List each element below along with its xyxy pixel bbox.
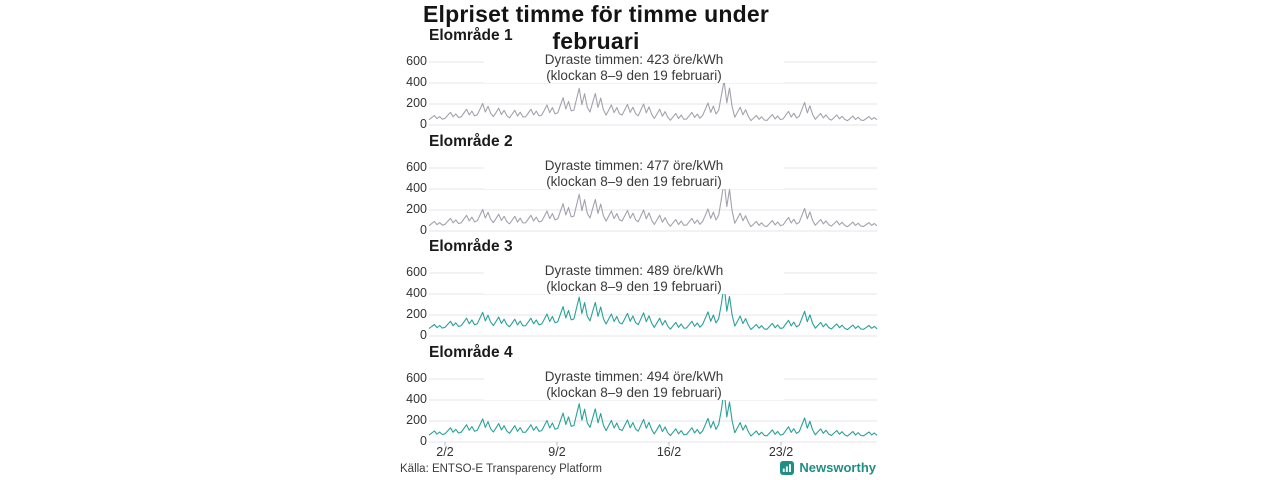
y-tick-label: 200 <box>406 307 427 321</box>
y-tick-label: 0 <box>420 117 427 131</box>
y-tick-label: 0 <box>420 328 427 342</box>
peak-annotation: Dyraste timmen: 494 öre/kWh (klockan 8–9… <box>484 369 784 400</box>
y-tick-label: 600 <box>406 371 427 385</box>
peak-annotation-line1: Dyraste timmen: 423 öre/kWh <box>544 52 724 67</box>
plot-area: 600 400 200 0 Dyraste timmen: 489 öre/kW… <box>405 263 878 342</box>
y-tick-label: 600 <box>406 160 427 174</box>
y-tick-label: 200 <box>406 96 427 110</box>
peak-annotation: Dyraste timmen: 489 öre/kWh (klockan 8–9… <box>484 263 784 294</box>
y-tick-label: 400 <box>406 75 427 89</box>
y-tick-label: 200 <box>406 413 427 427</box>
plot-area: 600 400 200 0 Dyraste timmen: 494 öre/kW… <box>405 369 878 459</box>
source-attribution: Källa: ENTSO-E Transparency Platform <box>400 463 602 475</box>
x-tick-label: 2/2 <box>436 445 454 459</box>
y-tick-label: 400 <box>406 181 427 195</box>
y-tick-label: 400 <box>406 392 427 406</box>
x-tick-label: 16/2 <box>656 445 682 459</box>
y-tick-label: 400 <box>406 286 427 300</box>
y-tick-label: 0 <box>420 223 427 237</box>
plot-area: 600 400 200 0 Dyraste timmen: 477 öre/kW… <box>405 158 878 237</box>
peak-annotation-line2: (klockan 8–9 den 19 februari) <box>546 278 722 294</box>
bar-chart-logo-icon <box>780 460 795 475</box>
peak-annotation-line2: (klockan 8–9 den 19 februari) <box>546 173 722 189</box>
panel-title: Elområde 4 <box>429 344 513 361</box>
y-tick-label: 600 <box>406 54 427 68</box>
y-tick-label: 200 <box>406 202 427 216</box>
panel-elomrade-3: Elområde 3 600 400 200 0 Dyraste timmen:… <box>405 238 878 342</box>
panel-elomrade-2: Elområde 2 600 400 200 0 Dyraste timmen:… <box>405 133 878 237</box>
panel-title: Elområde 1 <box>429 27 513 44</box>
peak-annotation-line2: (klockan 8–9 den 19 februari) <box>546 384 722 400</box>
y-tick-label: 0 <box>420 434 427 448</box>
y-tick-label: 600 <box>406 265 427 279</box>
panel-elomrade-4: Elområde 4 600 400 200 0 Dyraste timmen:… <box>405 344 878 459</box>
panel-elomrade-1: Elområde 1 600 400 200 0 Dyraste timmen:… <box>405 27 878 131</box>
x-tick-label: 9/2 <box>548 445 566 459</box>
page-title: Elpriset timme för timme under februari <box>423 1 769 54</box>
newsworthy-logo[interactable]: Newsworthy <box>780 460 876 475</box>
peak-annotation-line2: (klockan 8–9 den 19 februari) <box>546 67 722 83</box>
brand-name: Newsworthy <box>799 460 876 475</box>
panel-title: Elområde 2 <box>429 133 513 150</box>
peak-annotation-line1: Dyraste timmen: 494 öre/kWh <box>544 369 724 384</box>
peak-annotation-line1: Dyraste timmen: 489 öre/kWh <box>544 263 724 278</box>
peak-annotation: Dyraste timmen: 477 öre/kWh (klockan 8–9… <box>484 158 784 189</box>
plot-area: 600 400 200 0 Dyraste timmen: 423 öre/kW… <box>405 52 878 131</box>
panel-title: Elområde 3 <box>429 238 513 255</box>
peak-annotation-line1: Dyraste timmen: 477 öre/kWh <box>544 158 724 173</box>
x-tick-label: 23/2 <box>768 445 794 459</box>
peak-annotation: Dyraste timmen: 423 öre/kWh (klockan 8–9… <box>484 52 784 83</box>
